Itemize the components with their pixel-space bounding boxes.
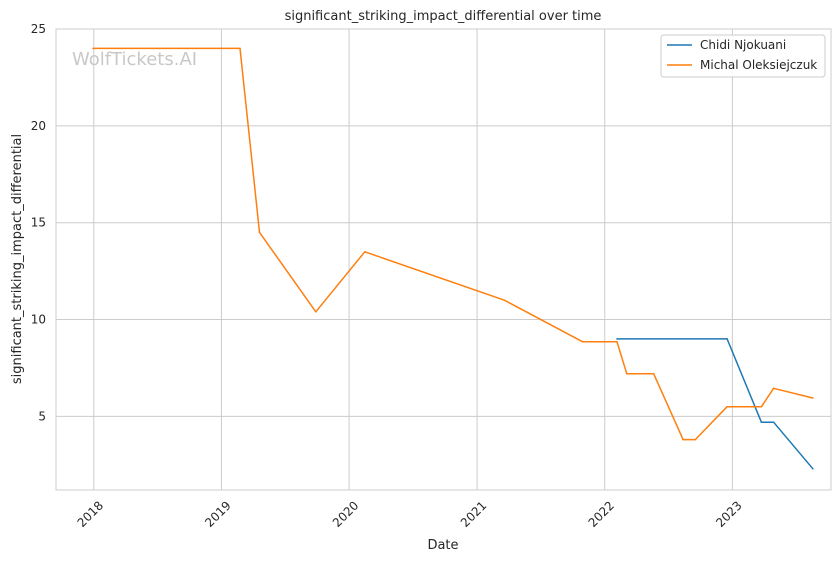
data-point-chidi-njokuani: [812, 467, 814, 470]
data-point-michal-oleksiejczuk: [503, 299, 506, 301]
y-tick-label: 15: [31, 216, 46, 230]
data-point-michal-oleksiejczuk: [682, 438, 684, 441]
y-tick-label: 5: [38, 409, 46, 423]
data-point-michal-oleksiejczuk: [812, 397, 814, 399]
legend: Chidi Njokuani Michal Oleksiejczuk: [660, 34, 826, 78]
data-point-michal-oleksiejczuk: [616, 341, 618, 343]
watermark: WolfTickets.AI: [72, 49, 197, 70]
x-axis-label: Date: [427, 538, 458, 553]
legend-box: [660, 34, 826, 78]
data-point-michal-oleksiejczuk: [625, 372, 628, 375]
data-point-chidi-njokuani: [616, 338, 618, 340]
x-grid: [93, 29, 733, 490]
y-tick-label: 10: [31, 313, 46, 327]
y-axis-label: significant_striking_impact_differential: [10, 134, 25, 384]
data-point-michal-oleksiejczuk: [726, 405, 728, 408]
y-tick-labels: 5 10 15 20 25: [31, 22, 46, 423]
legend-label-michal-oleksiejczuk: Michal Oleksiejczuk: [700, 58, 817, 72]
series-line-michal-oleksiejczuk: [93, 47, 813, 441]
data-point-michal-oleksiejczuk: [258, 231, 261, 234]
plot-frame: [55, 28, 832, 491]
data-point-michal-oleksiejczuk: [760, 405, 763, 408]
data-point-michal-oleksiejczuk: [694, 438, 697, 441]
data-point-michal-oleksiejczuk: [772, 387, 775, 390]
data-point-chidi-njokuani: [772, 421, 775, 424]
y-tick-label: 20: [31, 119, 46, 133]
chart-title: significant_striking_impact_differential…: [285, 9, 602, 24]
data-point-chidi-njokuani: [726, 338, 728, 340]
legend-label-chidi-njokuani: Chidi Njokuani: [700, 38, 786, 52]
y-grid: [56, 28, 831, 417]
data-point-michal-oleksiejczuk: [581, 341, 584, 343]
data-point-michal-oleksiejczuk: [364, 250, 366, 253]
data-point-michal-oleksiejczuk: [652, 372, 655, 375]
data-point-michal-oleksiejczuk: [239, 47, 241, 50]
plot-area: [56, 29, 831, 490]
data-point-chidi-njokuani: [760, 421, 763, 424]
data-point-michal-oleksiejczuk: [315, 310, 317, 313]
y-tick-label: 25: [31, 22, 46, 36]
data-point-michal-oleksiejczuk: [92, 47, 94, 50]
series-layer: [92, 47, 814, 470]
